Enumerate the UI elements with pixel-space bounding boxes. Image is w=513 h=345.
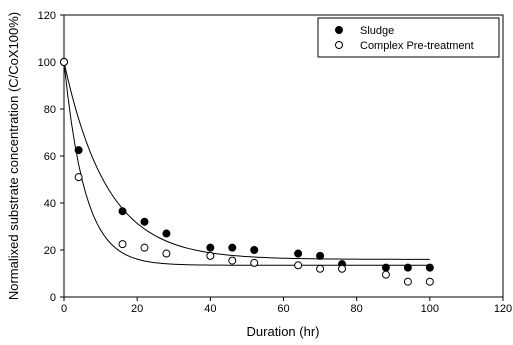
legend-label-complex-pretreatment: Complex Pre-treatment	[360, 40, 474, 52]
point-sludge	[425, 263, 434, 272]
point-sludge	[294, 249, 303, 258]
data-points	[60, 58, 434, 286]
y-tick-label: 80	[44, 104, 56, 116]
y-axis-ticks: 0 20 40 60 80 100 120	[38, 10, 64, 304]
x-tick-label: 60	[277, 303, 289, 315]
point-complex-pretreatment	[162, 249, 171, 258]
fit-curve-sludge	[63, 61, 430, 260]
y-tick-label: 60	[44, 151, 56, 163]
point-complex-pretreatment	[381, 270, 390, 279]
point-sludge	[403, 263, 412, 272]
legend: Sludge Complex Pre-treatment	[317, 17, 500, 58]
y-axis-label: Normalixed substrate concentration (C/Co…	[6, 12, 21, 300]
point-complex-pretreatment	[294, 261, 303, 270]
y-tick-label: 100	[38, 57, 56, 69]
point-sludge	[206, 243, 215, 252]
point-complex-pretreatment	[228, 256, 237, 265]
y-tick-label: 20	[44, 245, 56, 257]
legend-marker-sludge	[335, 26, 343, 34]
point-complex-pretreatment	[74, 173, 83, 182]
x-tick-label: 80	[351, 303, 363, 315]
x-tick-label: 0	[61, 303, 67, 315]
point-sludge	[228, 243, 237, 252]
point-complex-pretreatment	[425, 277, 434, 286]
x-axis-label: Duration (hr)	[247, 324, 320, 339]
point-complex-pretreatment	[403, 277, 412, 286]
fit-curve-complex-pretreatment	[63, 61, 430, 266]
y-tick-label: 40	[44, 198, 56, 210]
y-tick-label: 0	[50, 292, 56, 304]
point-complex-pretreatment	[206, 251, 215, 260]
point-complex-pretreatment	[338, 264, 347, 273]
x-tick-label: 20	[131, 303, 143, 315]
point-sludge	[140, 217, 149, 226]
point-sludge	[118, 207, 127, 216]
point-sludge	[250, 246, 259, 254]
x-tick-label: 100	[421, 303, 439, 315]
point-complex-pretreatment	[316, 264, 325, 273]
x-axis-ticks: 0 20 40 60 80 100 120	[61, 297, 512, 315]
legend-marker-complex-pretreatment	[335, 41, 343, 49]
point-complex-pretreatment	[250, 258, 259, 267]
legend-label-sludge: Sludge	[360, 25, 394, 37]
point-complex-pretreatment	[140, 243, 149, 252]
point-sludge	[162, 229, 171, 238]
legend-box	[317, 17, 500, 58]
point-sludge	[316, 251, 325, 260]
y-tick-label: 120	[38, 10, 56, 22]
point-complex-pretreatment	[118, 240, 127, 249]
x-tick-label: 120	[494, 303, 512, 315]
point-complex-pretreatment	[60, 58, 68, 66]
fit-curves	[63, 61, 430, 266]
point-sludge	[381, 263, 390, 272]
x-tick-label: 40	[204, 303, 216, 315]
point-sludge	[74, 146, 83, 155]
